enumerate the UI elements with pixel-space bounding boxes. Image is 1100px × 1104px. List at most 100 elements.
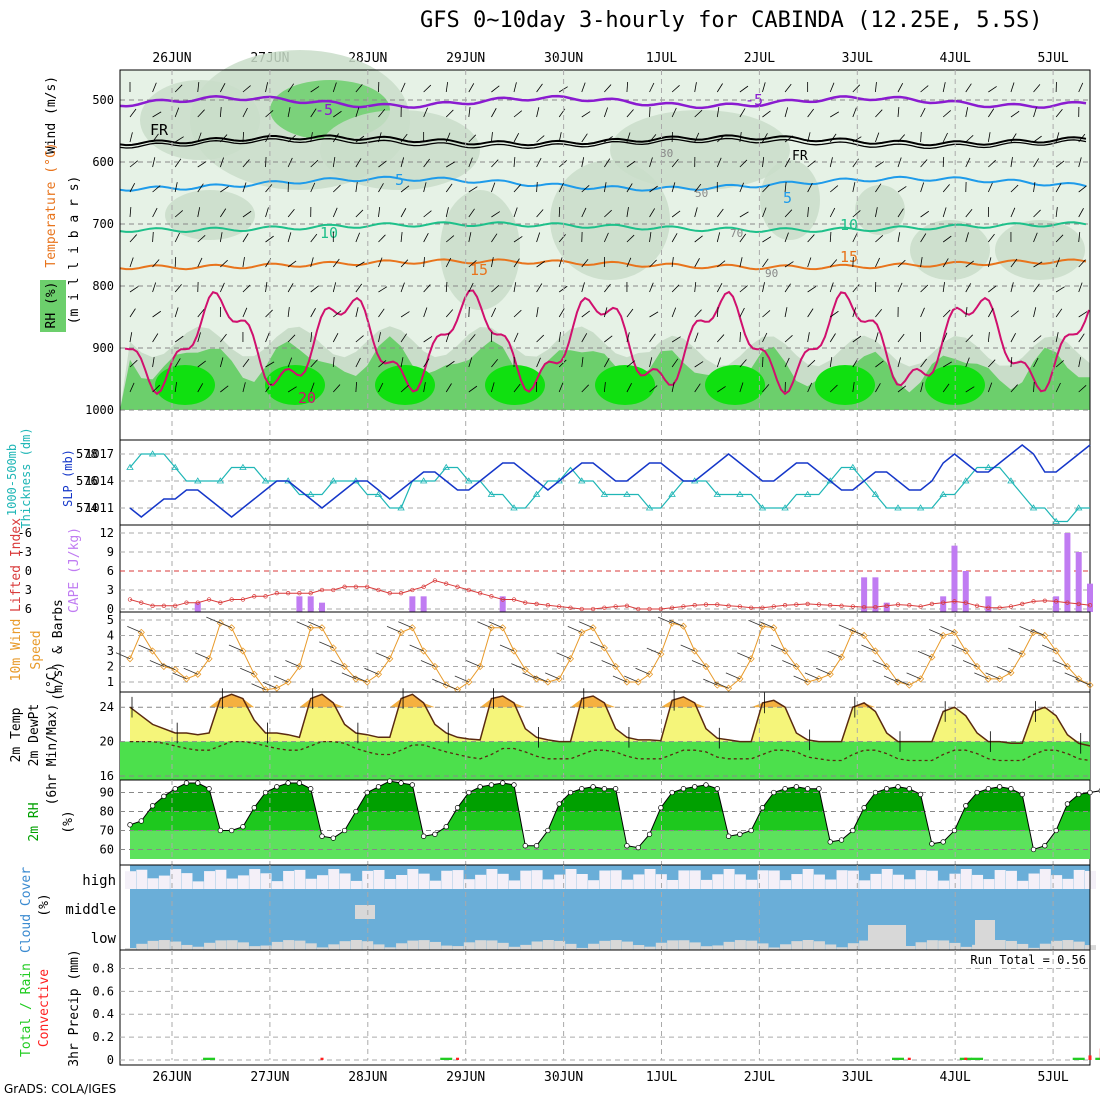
cape-axis-label: CAPE (J/kg)	[67, 527, 82, 613]
wind10-tick-label: 1	[107, 675, 114, 689]
date-label-bottom: 29JUN	[446, 1070, 485, 1085]
precip-panel-frame	[120, 950, 1090, 1065]
cloud-high-bar	[622, 880, 633, 889]
precip-total-bar	[892, 1058, 904, 1060]
rh2m-point	[263, 790, 268, 795]
rh2m-point	[591, 785, 596, 790]
cloud-high-bar	[1074, 870, 1085, 889]
cloud-low-bar	[328, 944, 339, 950]
cloud-low-bar	[396, 943, 407, 950]
rh2m-point	[704, 783, 709, 788]
rh2m-point	[692, 785, 697, 790]
cloud-high-bar	[893, 875, 904, 889]
cloud-high-bar	[486, 869, 497, 889]
cloud-axis-label-a: Cloud Cover	[19, 867, 34, 953]
cloud-high-bar	[995, 870, 1006, 889]
cloud-high-bar	[441, 871, 452, 889]
isotherm-label: 5	[395, 171, 404, 189]
date-label-top: 5JUL	[1037, 51, 1068, 66]
wind-barb	[469, 307, 470, 317]
cloud-low-bar	[667, 940, 678, 950]
cloud-high-bar	[870, 874, 881, 889]
rh2m-tick-label: 90	[100, 786, 114, 800]
rh2m-point	[839, 838, 844, 843]
pressure-tick-label: 900	[92, 341, 114, 355]
rh2m-point	[828, 840, 833, 845]
precip-tick-label: 0.4	[92, 1007, 114, 1021]
rh2m-point	[241, 824, 246, 829]
precip-convective-bar	[1089, 1055, 1092, 1060]
cloud-low-bar	[1017, 944, 1028, 950]
date-label-top: 2JUL	[744, 51, 775, 66]
date-label-bottom: 26JUN	[152, 1070, 191, 1085]
date-label-bottom: 5JUL	[1037, 1070, 1068, 1085]
cloud-low-bar	[136, 944, 147, 950]
date-label-bottom: 3JUL	[842, 1070, 873, 1085]
precip-tick-label: 0.8	[92, 961, 114, 975]
rh-contour-area	[440, 190, 520, 310]
rh2m-point	[184, 781, 189, 786]
cloud-high-bar	[814, 875, 825, 889]
cloud-low-bar	[588, 944, 599, 950]
rh2m-point	[218, 828, 223, 833]
cloud-high-bar	[498, 874, 509, 889]
rh2m-point	[930, 842, 935, 847]
rh2m-point	[579, 786, 584, 791]
cloud-high-bar	[690, 870, 701, 889]
cloud-high-bar	[532, 870, 543, 889]
dewpt-fill	[120, 742, 1090, 780]
precip-axis-label-b: Convective	[37, 969, 52, 1047]
rh2m-point	[229, 828, 234, 833]
rh2m-point	[647, 832, 652, 837]
cloud-high-bar	[938, 881, 949, 889]
rh2m-point	[410, 783, 415, 788]
chart-title: GFS 0~10day 3-hourly for CABINDA (12.25E…	[420, 8, 1043, 33]
cape-bar	[1076, 552, 1082, 612]
cloud-low-bar	[419, 940, 430, 950]
rh2m-point	[963, 804, 968, 809]
cloud-high-bar	[803, 869, 814, 889]
cloud-low-bar	[351, 940, 362, 950]
rh2m-point	[884, 786, 889, 791]
wind-barb	[943, 157, 944, 167]
cloud-axis-label-b: (%)	[37, 893, 52, 916]
cloud-low-bar	[373, 944, 384, 950]
cloud-high-bar	[972, 875, 983, 889]
lifted-tick-label: 3	[25, 583, 32, 597]
temp2m-tick-label: 24	[100, 700, 114, 714]
cloud-low-bar	[159, 940, 170, 950]
cloud-high-bar	[475, 875, 486, 889]
cloud-row-label: low	[91, 931, 117, 947]
cloud-low-bar	[532, 941, 543, 950]
cloud-high-bar	[565, 869, 576, 889]
cloud-high-bar	[306, 879, 317, 889]
rh2m-point	[851, 828, 856, 833]
precip-convective-bar	[321, 1058, 324, 1060]
date-label-bottom: 27JUN	[250, 1070, 289, 1085]
rh-contour-area	[165, 190, 255, 240]
rh2m-point	[568, 790, 573, 795]
rh2m-band	[120, 850, 1090, 860]
wind-barb	[762, 357, 763, 367]
rh2m-point	[602, 786, 607, 791]
wind-barb	[853, 257, 854, 267]
lifted-tick-label: 6	[25, 602, 32, 616]
credit-label: GrADS: COLA/IGES	[4, 1082, 116, 1096]
pressure-tick-label: 700	[92, 217, 114, 231]
rh2m-point	[1043, 843, 1048, 848]
pressure-tick-label: 1000	[85, 403, 114, 417]
slp-tick-label: 1014	[85, 474, 114, 488]
rh2m-point	[873, 790, 878, 795]
rh2m-point	[794, 785, 799, 790]
precip-total-bar	[203, 1058, 215, 1060]
temperature-axis-label: Temperature (°C)	[44, 142, 59, 267]
rh-contour-area	[140, 80, 260, 160]
cloud-low-bar	[633, 945, 644, 950]
rh-saturated-area	[815, 365, 875, 405]
rh2m-point	[907, 786, 912, 791]
rh-saturated-area	[595, 365, 655, 405]
cloud-low-bar	[181, 945, 192, 950]
cape-bar	[319, 603, 325, 612]
cloud-high-bar	[577, 874, 588, 889]
cloud-high-bar	[373, 870, 384, 889]
